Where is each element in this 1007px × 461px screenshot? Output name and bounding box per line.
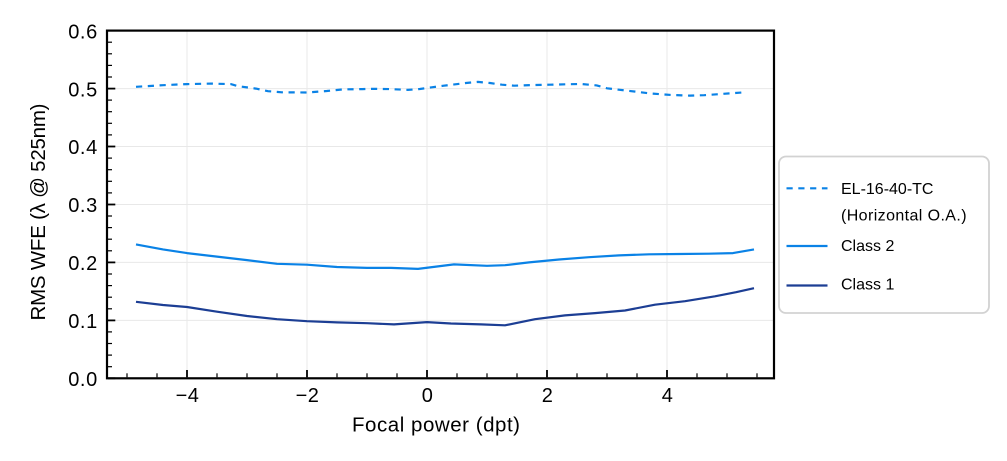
svg-text:RMS WFE (λ @ 525nm): RMS WFE (λ @ 525nm) [27, 104, 50, 321]
svg-text:0.0: 0.0 [68, 369, 98, 391]
svg-text:0.4: 0.4 [68, 137, 98, 159]
svg-text:(Horizontal O.A.): (Horizontal O.A.) [841, 208, 967, 225]
svg-text:EL-16-40-TC: EL-16-40-TC [841, 181, 933, 198]
svg-text:0.2: 0.2 [68, 253, 98, 275]
svg-text:Focal power (dpt): Focal power (dpt) [352, 414, 520, 437]
svg-text:0.5: 0.5 [68, 79, 98, 101]
svg-text:Class 2: Class 2 [841, 238, 894, 255]
svg-text:0: 0 [422, 385, 434, 407]
svg-text:0.3: 0.3 [68, 195, 98, 217]
svg-text:Class 1: Class 1 [841, 277, 894, 294]
svg-text:4: 4 [662, 385, 674, 407]
svg-text:2: 2 [542, 385, 554, 407]
svg-text:−4: −4 [176, 385, 200, 407]
svg-text:0.1: 0.1 [68, 311, 98, 333]
svg-text:0.6: 0.6 [68, 21, 98, 43]
svg-text:−2: −2 [296, 385, 320, 407]
